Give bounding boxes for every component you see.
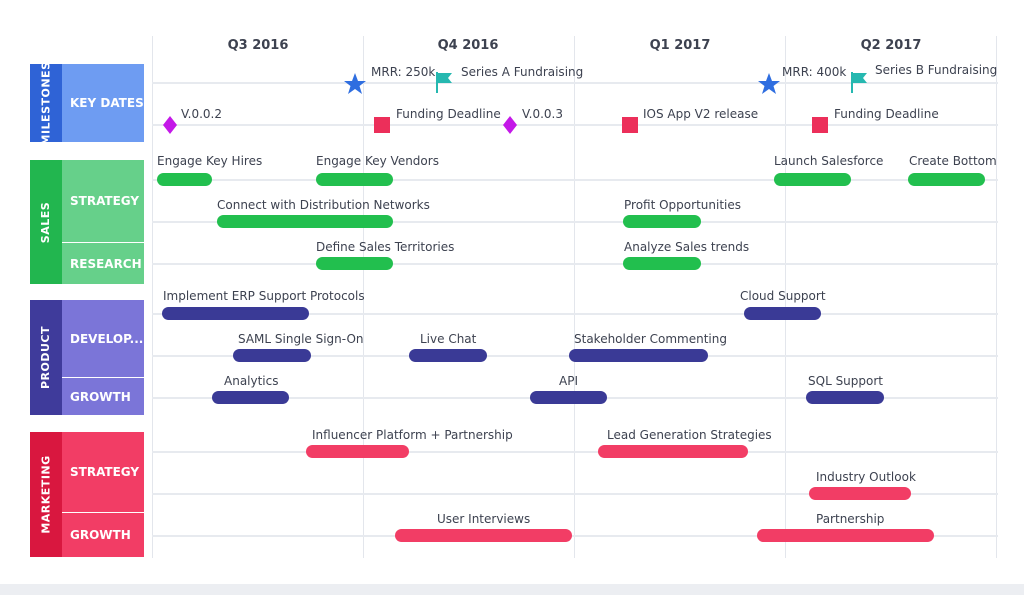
milestone-label: V.0.0.3 [522,107,564,121]
milestone-label: MRR: 250k [371,65,436,79]
track-line [152,493,998,495]
task-bar[interactable] [212,391,289,404]
quarter-divider [785,36,786,558]
task-label: SQL Support [808,374,883,388]
track-line [152,179,998,181]
row-product-develop: DEVELOP... [62,300,144,377]
row-marketing-strategy: STRATEGY [62,432,144,512]
task-bar[interactable] [569,349,708,362]
quarter-header-q4-2016: Q4 2016 [437,38,499,53]
track-line [152,535,998,537]
bottom-strip [0,584,1024,595]
task-bar[interactable] [623,257,701,270]
row-marketing-growth: GROWTH [62,513,144,557]
task-label: Live Chat [420,332,477,346]
task-bar[interactable] [157,173,212,186]
quarter-divider [152,36,153,558]
task-bar[interactable] [162,307,309,320]
quarter-header-q1-2017: Q1 2017 [649,38,711,53]
task-label: Cloud Support [740,289,826,303]
task-bar[interactable] [809,487,911,500]
task-bar[interactable] [806,391,884,404]
task-bar[interactable] [316,257,393,270]
task-bar[interactable] [409,349,487,362]
diamond-icon[interactable] [163,116,177,134]
milestone-label: MRR: 400k [782,65,847,79]
task-label: Implement ERP Support Protocols [163,289,365,303]
task-bar[interactable] [306,445,409,458]
track-line [152,221,998,223]
track-line [152,124,998,126]
quarter-divider [363,36,364,558]
section-marketing-label: MARKETING [39,455,53,534]
track-line [152,263,998,265]
task-label: Launch Salesforce [774,154,884,168]
square-icon[interactable] [622,117,638,133]
star-icon[interactable] [343,72,367,96]
task-label: Influencer Platform + Partnership [312,428,513,442]
task-label: Engage Key Hires [157,154,263,168]
task-label: User Interviews [437,512,531,526]
milestone-label: Funding Deadline [396,107,501,121]
section-milestones-label: MILESTONES [39,61,53,145]
row-key-dates: KEY DATES [62,64,144,142]
task-label: Analytics [224,374,279,388]
quarter-header-q3-2016: Q3 2016 [227,38,289,53]
task-bar[interactable] [233,349,311,362]
row-sales-research: RESEARCH [62,243,144,284]
task-bar[interactable] [395,529,572,542]
milestone-label: Series A Fundraising [461,65,584,79]
quarter-header-q2-2017: Q2 2017 [860,38,922,53]
task-label: Define Sales Territories [316,240,455,254]
row-product-growth: GROWTH [62,378,144,415]
task-label: Connect with Distribution Networks [217,198,430,212]
track-line [152,451,998,453]
task-label: Lead Generation Strategies [607,428,772,442]
task-bar[interactable] [623,215,701,228]
task-label: Industry Outlook [816,470,916,484]
task-bar[interactable] [217,215,393,228]
quarter-divider [574,36,575,558]
task-label: SAML Single Sign-On [238,332,364,346]
square-icon[interactable] [812,117,828,133]
task-label: Profit Opportunities [624,198,741,212]
section-marketing: MARKETING [30,432,62,557]
diamond-icon[interactable] [503,116,517,134]
task-label: Create Bottom [909,154,997,168]
milestone-label: Funding Deadline [834,107,939,121]
section-sales: SALES [30,160,62,284]
track-line [152,313,998,315]
row-sales-strategy: STRATEGY [62,160,144,242]
task-label: Engage Key Vendors [316,154,439,168]
section-product: PRODUCT [30,300,62,415]
task-bar[interactable] [908,173,985,186]
square-icon[interactable] [374,117,390,133]
task-label: Analyze Sales trends [624,240,750,254]
star-icon[interactable] [757,72,781,96]
flag-icon[interactable] [849,70,871,94]
track-line [152,82,998,84]
milestone-label: V.0.0.2 [181,107,223,121]
task-bar[interactable] [598,445,748,458]
task-bar[interactable] [316,173,393,186]
flag-icon[interactable] [434,70,456,94]
section-sales-label: SALES [39,201,53,243]
task-bar[interactable] [530,391,607,404]
task-bar[interactable] [757,529,934,542]
section-product-label: PRODUCT [39,325,53,390]
task-bar[interactable] [744,307,821,320]
task-label: API [559,374,578,388]
section-milestones: MILESTONES [30,61,62,145]
task-label: Stakeholder Commenting [574,332,727,346]
milestone-label: Series B Fundraising [875,63,998,77]
task-bar[interactable] [774,173,851,186]
quarter-divider [996,36,997,558]
milestone-label: IOS App V2 release [643,107,759,121]
task-label: Partnership [816,512,885,526]
